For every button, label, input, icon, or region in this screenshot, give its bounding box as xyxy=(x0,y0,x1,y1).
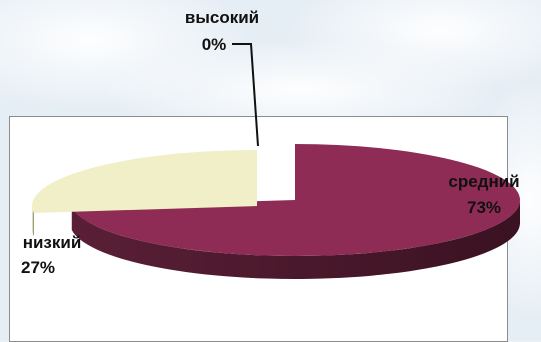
data-label-низкий: низкий xyxy=(23,233,82,252)
data-value-низкий: 27% xyxy=(21,258,55,277)
pie-side-низкий xyxy=(32,206,34,237)
pie-slice-средний xyxy=(71,144,520,280)
data-label-высокий: высокий xyxy=(185,8,259,27)
data-value-высокий: 0% xyxy=(202,35,227,54)
pie-top-низкий xyxy=(31,150,257,214)
pie-slice-низкий xyxy=(31,150,257,237)
pie-top-средний xyxy=(71,144,520,257)
data-label-средний: средний xyxy=(448,172,519,191)
pie-side-средний xyxy=(71,200,520,280)
leader-line-высокий xyxy=(232,43,259,147)
data-value-средний: 73% xyxy=(467,198,501,217)
